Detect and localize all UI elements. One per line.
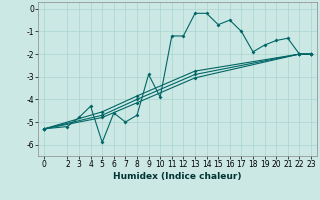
X-axis label: Humidex (Indice chaleur): Humidex (Indice chaleur) [113, 172, 242, 181]
